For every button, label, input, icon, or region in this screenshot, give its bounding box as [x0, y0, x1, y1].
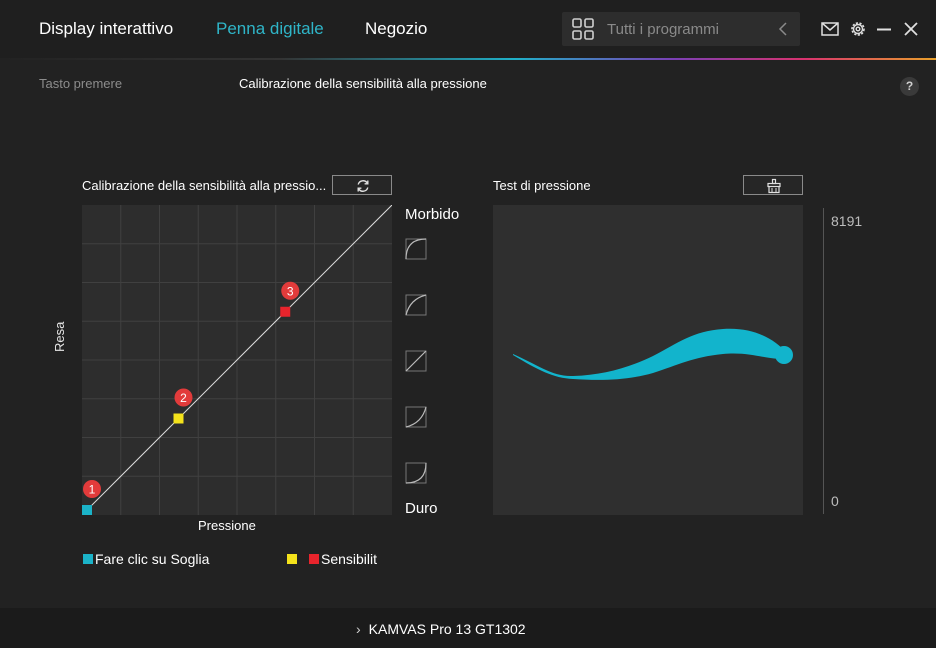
help-button[interactable]: ?	[900, 77, 919, 96]
curve-line	[86, 205, 392, 511]
device-name: KAMVAS Pro 13 GT1302	[368, 621, 526, 637]
point-badge-1	[83, 480, 101, 498]
legend-sensitivity-swatch	[309, 554, 319, 564]
calibration-title: Calibrazione della sensibilità alla pres…	[82, 178, 327, 193]
control-point-3[interactable]	[280, 306, 291, 317]
legend-threshold-label: Fare clic su Soglia	[95, 551, 210, 567]
back-icon[interactable]	[776, 20, 792, 38]
y-axis-label: Resa	[52, 321, 67, 352]
pressure-test-title: Test di pressione	[493, 178, 591, 193]
point-number-2: 2	[180, 391, 187, 405]
mail-icon[interactable]	[820, 19, 840, 39]
pressure-scale	[823, 208, 824, 514]
pressure-stroke	[513, 328, 793, 380]
search-placeholder[interactable]: Tutti i programmi	[607, 21, 719, 38]
control-point-2[interactable]	[173, 413, 184, 424]
pressure-test-canvas[interactable]	[493, 205, 803, 515]
point-number-3: 3	[287, 284, 294, 298]
close-icon[interactable]	[901, 19, 921, 39]
curve-hardest-icon[interactable]	[405, 462, 427, 484]
control-point-1[interactable]	[82, 505, 92, 515]
point-badge-3	[281, 281, 300, 300]
subnav-calibrazione[interactable]: Calibrazione della sensibilità alla pres…	[239, 76, 487, 91]
curve-linear-icon[interactable]	[405, 350, 427, 372]
program-search[interactable]: Tutti i programmi	[562, 12, 800, 46]
curve-canvas[interactable]: 1 2 3	[82, 205, 392, 515]
reset-button[interactable]	[332, 175, 392, 195]
legend-threshold-swatch	[83, 554, 93, 564]
tab-display-interattivo[interactable]: Display interattivo	[39, 19, 174, 38]
soft-label: Morbido	[405, 206, 460, 223]
chevron-right-icon: ›	[356, 621, 361, 637]
curve-hard-icon[interactable]	[405, 406, 427, 428]
pressure-curve-graph[interactable]: 1 2 3	[82, 205, 392, 515]
curve-softest-icon[interactable]	[405, 238, 427, 260]
subnav-tasto-premere[interactable]: Tasto premere	[39, 76, 123, 91]
hard-label: Duro	[405, 500, 438, 517]
point-badge-2	[174, 388, 193, 407]
refresh-icon	[357, 180, 369, 192]
minimize-icon[interactable]	[874, 19, 894, 39]
x-axis-label: Pressione	[198, 518, 256, 533]
clear-button[interactable]	[743, 175, 803, 195]
grid-icon	[572, 18, 594, 40]
legend-yellow-swatch	[287, 554, 297, 564]
scale-max: 8191	[831, 213, 863, 229]
tab-negozio[interactable]: Negozio	[365, 19, 428, 38]
clear-icon	[767, 178, 781, 194]
device-selector[interactable]: › KAMVAS Pro 13 GT1302	[356, 621, 526, 637]
device-bar: › KAMVAS Pro 13 GT1302	[0, 608, 936, 648]
gear-icon[interactable]	[848, 19, 868, 39]
curve-soft-icon[interactable]	[405, 294, 427, 316]
legend-sensitivity-label: Sensibilit	[321, 551, 378, 567]
top-bar: Display interattivo Penna digitale Negoz…	[0, 0, 936, 58]
accent-divider	[0, 58, 936, 60]
point-number-1: 1	[89, 483, 96, 497]
scale-min: 0	[831, 493, 839, 509]
tab-penna-digitale[interactable]: Penna digitale	[216, 19, 324, 38]
